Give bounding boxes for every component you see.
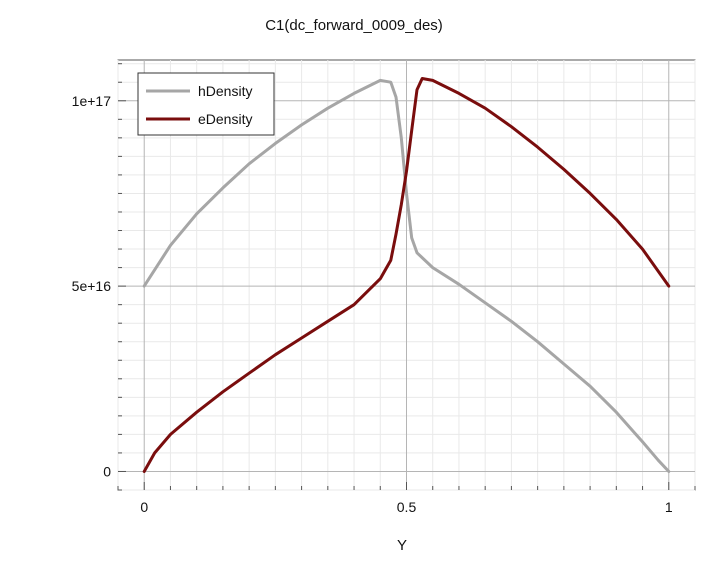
axis-ticks xyxy=(117,63,696,491)
y-tick-label: 0 xyxy=(103,463,111,479)
series-line-hDensity xyxy=(142,78,671,473)
legend: hDensity eDensity xyxy=(137,72,275,136)
x-tick-label: 0.5 xyxy=(397,499,417,515)
x-tick-label: 0 xyxy=(140,499,148,515)
tick-labels: 0 0.5 1 0 5e+16 1e+17 xyxy=(72,93,673,515)
chart-title: C1(dc_forward_0009_des) xyxy=(265,17,443,34)
x-tick-label: 1 xyxy=(665,499,673,515)
x-axis-label: Y xyxy=(397,537,407,554)
y-tick-label: 5e+16 xyxy=(72,278,112,294)
legend-box xyxy=(137,72,275,136)
series-line-eDensity xyxy=(142,77,671,473)
y-tick-label: 1e+17 xyxy=(72,93,112,109)
series-layer xyxy=(142,77,671,473)
legend-label-hDensity: hDensity xyxy=(198,83,252,99)
legend-label-eDensity: eDensity xyxy=(198,111,252,127)
